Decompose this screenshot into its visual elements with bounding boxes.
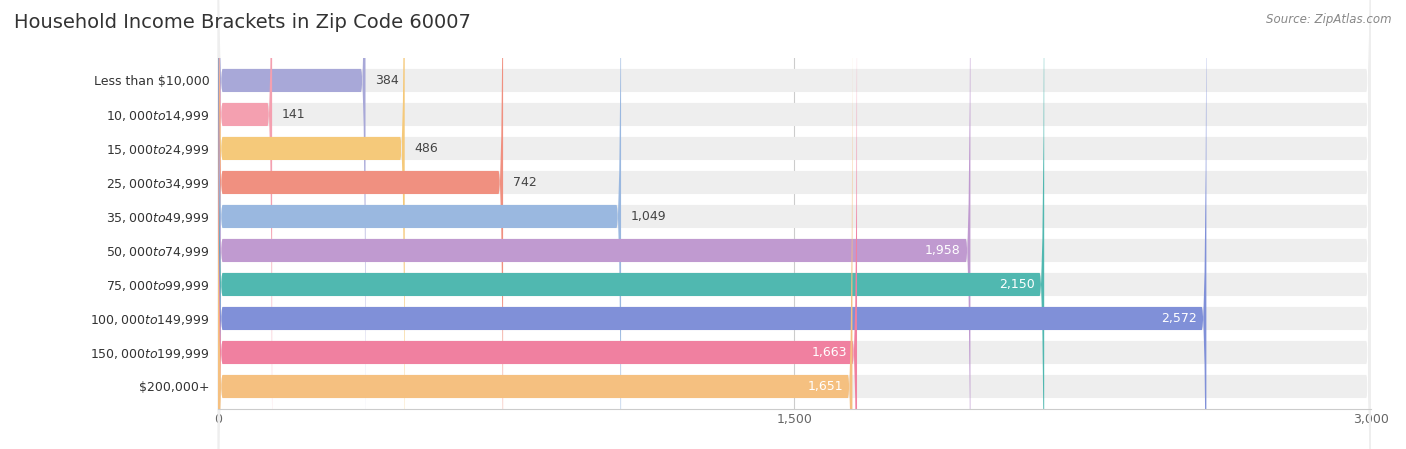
Text: Source: ZipAtlas.com: Source: ZipAtlas.com xyxy=(1267,13,1392,26)
FancyBboxPatch shape xyxy=(218,0,1371,449)
FancyBboxPatch shape xyxy=(218,0,503,449)
FancyBboxPatch shape xyxy=(218,0,1371,449)
FancyBboxPatch shape xyxy=(218,0,366,449)
Text: 486: 486 xyxy=(415,142,439,155)
FancyBboxPatch shape xyxy=(218,0,1371,449)
FancyBboxPatch shape xyxy=(218,0,621,449)
FancyBboxPatch shape xyxy=(218,0,1371,449)
Text: Household Income Brackets in Zip Code 60007: Household Income Brackets in Zip Code 60… xyxy=(14,13,471,32)
FancyBboxPatch shape xyxy=(218,0,1371,449)
Text: 1,651: 1,651 xyxy=(807,380,842,393)
FancyBboxPatch shape xyxy=(218,0,852,449)
FancyBboxPatch shape xyxy=(218,0,1371,449)
FancyBboxPatch shape xyxy=(218,0,858,449)
Text: 1,663: 1,663 xyxy=(811,346,848,359)
FancyBboxPatch shape xyxy=(218,0,1371,449)
FancyBboxPatch shape xyxy=(218,0,273,449)
Text: 384: 384 xyxy=(375,74,399,87)
Text: 141: 141 xyxy=(281,108,305,121)
Text: 1,958: 1,958 xyxy=(925,244,960,257)
Text: 2,572: 2,572 xyxy=(1161,312,1197,325)
Text: 2,150: 2,150 xyxy=(998,278,1035,291)
FancyBboxPatch shape xyxy=(218,0,1045,449)
FancyBboxPatch shape xyxy=(218,0,970,449)
FancyBboxPatch shape xyxy=(218,0,1371,449)
FancyBboxPatch shape xyxy=(218,0,405,449)
FancyBboxPatch shape xyxy=(218,0,1371,449)
FancyBboxPatch shape xyxy=(218,0,1371,449)
Text: 1,049: 1,049 xyxy=(631,210,666,223)
Text: 742: 742 xyxy=(513,176,537,189)
FancyBboxPatch shape xyxy=(218,0,1206,449)
